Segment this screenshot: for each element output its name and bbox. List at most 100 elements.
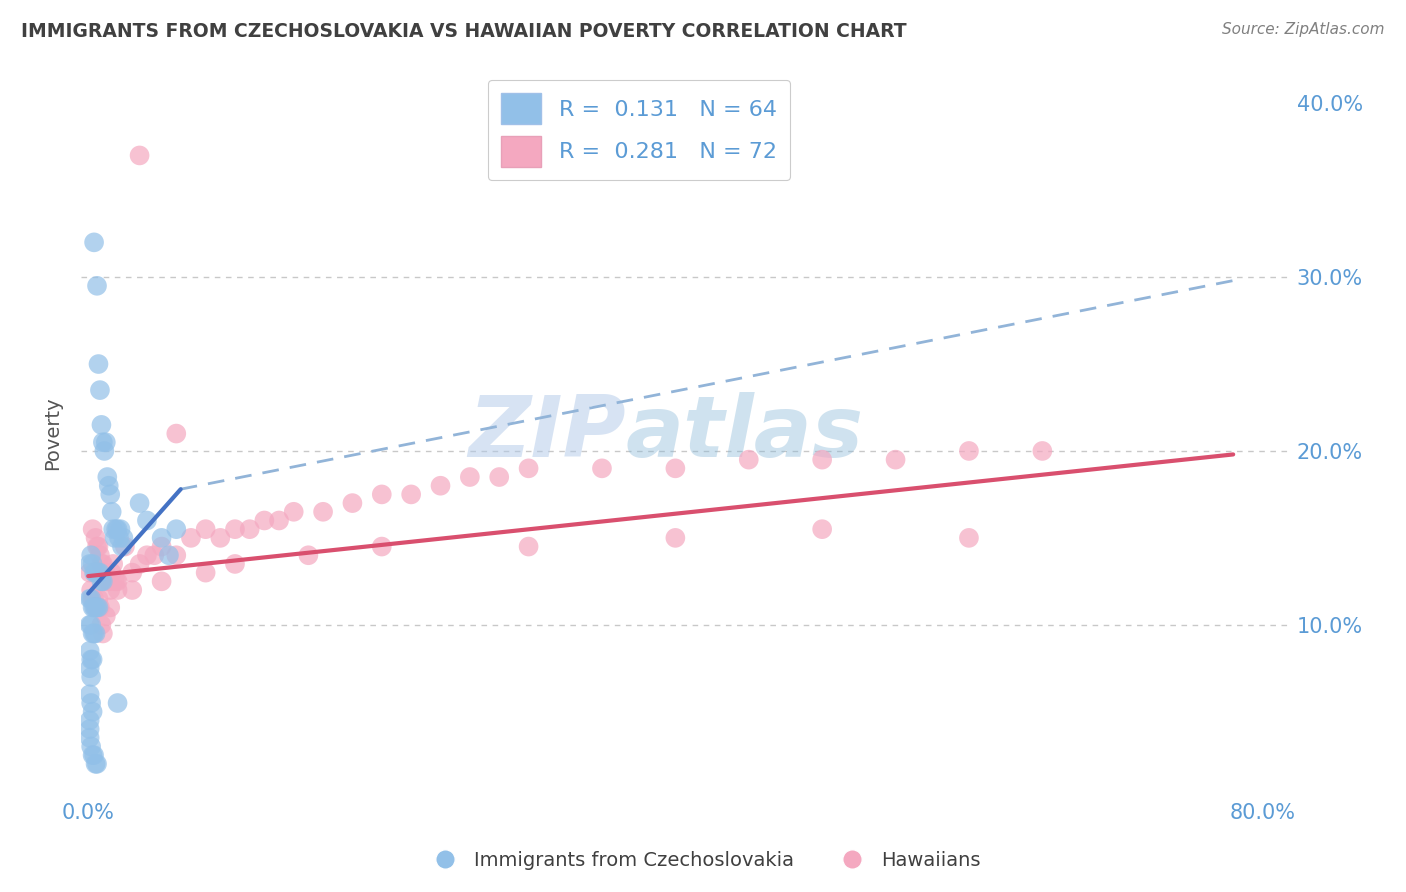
Point xyxy=(371,487,394,501)
Point xyxy=(98,600,121,615)
Point xyxy=(811,522,834,536)
Point xyxy=(93,444,115,458)
Point xyxy=(83,566,105,580)
Point xyxy=(80,652,103,666)
Point xyxy=(90,417,112,432)
Point xyxy=(82,600,104,615)
Point xyxy=(429,479,451,493)
Point xyxy=(100,566,122,580)
Point xyxy=(128,148,150,162)
Point xyxy=(100,505,122,519)
Point xyxy=(87,600,110,615)
Point xyxy=(135,514,157,528)
Point xyxy=(283,505,305,519)
Point xyxy=(165,426,187,441)
Point xyxy=(107,574,129,589)
Point xyxy=(110,522,132,536)
Point xyxy=(84,600,107,615)
Point xyxy=(86,756,108,771)
Point xyxy=(90,617,112,632)
Point xyxy=(96,574,118,589)
Point xyxy=(128,496,150,510)
Point xyxy=(224,557,246,571)
Point xyxy=(79,617,101,632)
Point xyxy=(86,540,108,554)
Point xyxy=(101,557,124,571)
Text: atlas: atlas xyxy=(626,392,863,475)
Point xyxy=(101,522,124,536)
Point xyxy=(297,548,319,562)
Point xyxy=(80,739,103,754)
Point xyxy=(104,574,127,589)
Point xyxy=(150,531,173,545)
Point xyxy=(79,731,101,745)
Point xyxy=(143,548,166,562)
Point xyxy=(84,600,107,615)
Point xyxy=(90,574,112,589)
Point xyxy=(111,540,134,554)
Point xyxy=(157,548,180,562)
Legend: R =  0.131   N = 64, R =  0.281   N = 72: R = 0.131 N = 64, R = 0.281 N = 72 xyxy=(488,79,790,180)
Point xyxy=(94,609,117,624)
Text: IMMIGRANTS FROM CZECHOSLOVAKIA VS HAWAIIAN POVERTY CORRELATION CHART: IMMIGRANTS FROM CZECHOSLOVAKIA VS HAWAII… xyxy=(21,22,907,41)
Point xyxy=(87,540,110,554)
Point xyxy=(86,278,108,293)
Point xyxy=(82,522,104,536)
Point xyxy=(80,670,103,684)
Point xyxy=(664,531,686,545)
Point xyxy=(79,714,101,728)
Point xyxy=(80,582,103,597)
Point xyxy=(399,487,422,501)
Point xyxy=(105,574,128,589)
Point xyxy=(104,531,127,545)
Point xyxy=(114,540,136,554)
Point xyxy=(87,566,110,580)
Point xyxy=(91,435,114,450)
Point xyxy=(89,600,111,615)
Point xyxy=(98,487,121,501)
Legend: Immigrants from Czechoslovakia, Hawaiians: Immigrants from Czechoslovakia, Hawaiian… xyxy=(418,843,988,878)
Point xyxy=(738,452,761,467)
Point xyxy=(224,522,246,536)
Point xyxy=(811,452,834,467)
Point xyxy=(86,566,108,580)
Point xyxy=(91,626,114,640)
Point xyxy=(194,522,217,536)
Point xyxy=(87,357,110,371)
Point xyxy=(664,461,686,475)
Point xyxy=(83,600,105,615)
Point xyxy=(83,748,105,763)
Point xyxy=(86,600,108,615)
Point xyxy=(93,566,115,580)
Point xyxy=(91,574,114,589)
Point xyxy=(884,452,907,467)
Point xyxy=(591,461,613,475)
Point xyxy=(517,540,540,554)
Point xyxy=(150,574,173,589)
Point xyxy=(79,591,101,606)
Point xyxy=(79,566,101,580)
Point xyxy=(1031,444,1053,458)
Point xyxy=(957,444,980,458)
Point xyxy=(79,687,101,701)
Point xyxy=(107,696,129,710)
Point xyxy=(82,557,104,571)
Point xyxy=(79,557,101,571)
Point xyxy=(180,531,202,545)
Point xyxy=(79,644,101,658)
Point xyxy=(82,652,104,666)
Point xyxy=(107,522,129,536)
Point xyxy=(82,705,104,719)
Point xyxy=(83,235,105,250)
Point xyxy=(488,470,510,484)
Point xyxy=(121,566,143,580)
Point xyxy=(89,383,111,397)
Point xyxy=(209,531,232,545)
Point xyxy=(105,522,128,536)
Point xyxy=(112,531,135,545)
Point xyxy=(83,626,105,640)
Point xyxy=(80,696,103,710)
Point xyxy=(80,591,103,606)
Point xyxy=(128,557,150,571)
Point xyxy=(342,496,364,510)
